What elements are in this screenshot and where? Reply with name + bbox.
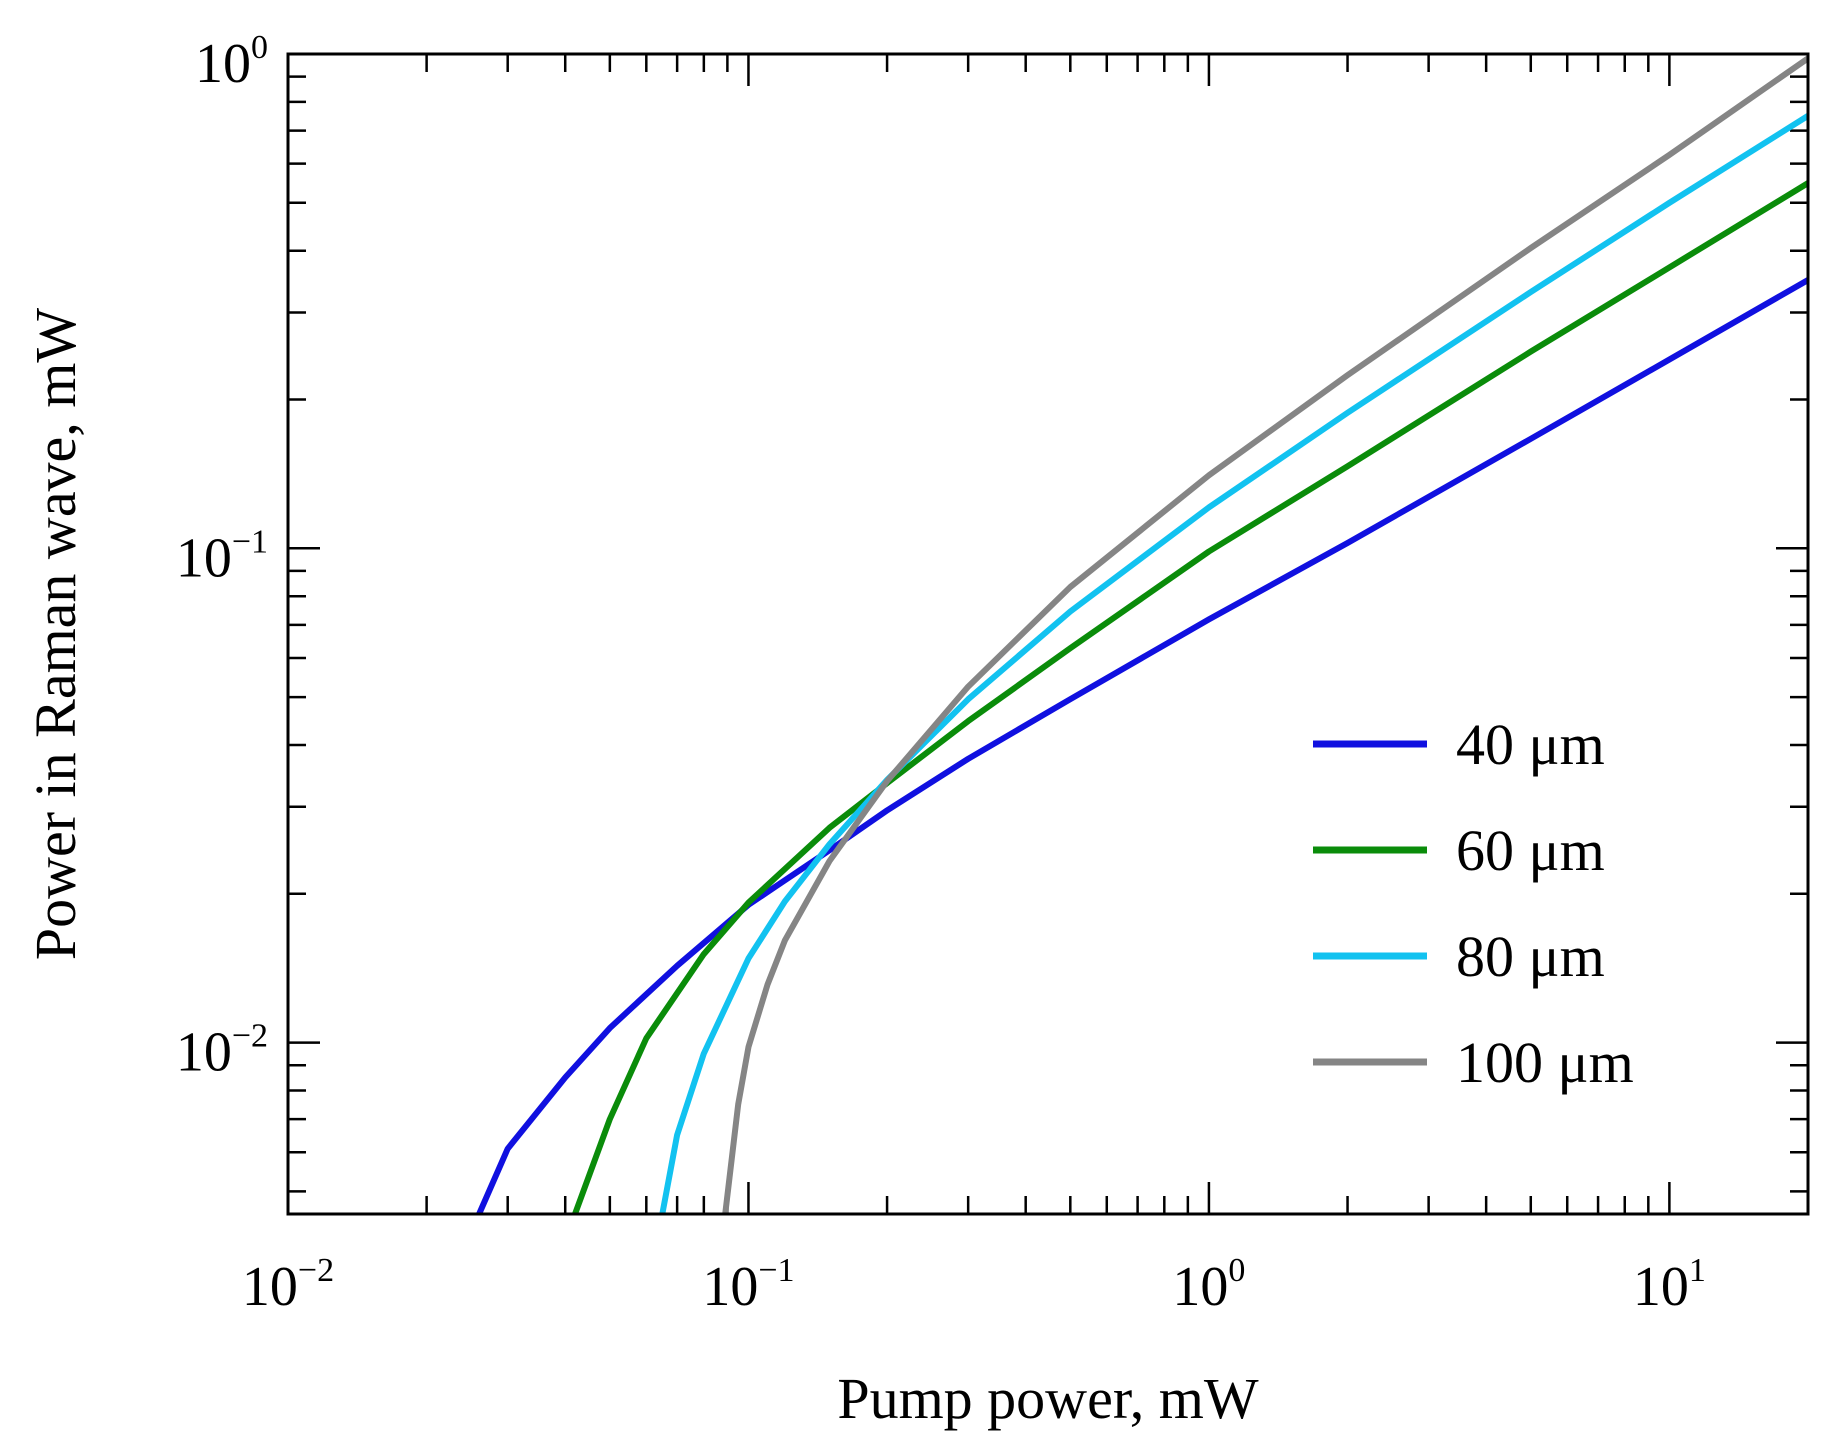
y-tick-label: 100: [195, 29, 268, 95]
series-line: [659, 113, 1808, 1214]
x-tick-label: 10−2: [242, 1252, 334, 1318]
series-line: [476, 277, 1808, 1214]
legend-label: 60 μm: [1456, 818, 1605, 883]
x-tick-label: 100: [1172, 1252, 1245, 1318]
y-tick-label: 10−2: [176, 1018, 268, 1084]
plot-frame: [286, 52, 1810, 1216]
series-lines: [476, 55, 1808, 1214]
series-line: [572, 180, 1808, 1214]
series-line: [722, 55, 1808, 1214]
y-tick-label: 10−1: [176, 523, 268, 589]
legend-label: 80 μm: [1456, 924, 1605, 989]
y-axis-label: Power in Raman wave, mW: [23, 308, 88, 961]
x-tick-label: 101: [1633, 1252, 1706, 1318]
x-tick-label: 10−1: [702, 1252, 794, 1318]
legend-label: 40 μm: [1456, 712, 1605, 777]
legend: 40 μm 60 μm 80 μm 100 μm: [1313, 712, 1634, 1095]
legend-label: 100 μm: [1456, 1030, 1634, 1095]
x-axis-label: Pump power, mW: [837, 1366, 1259, 1431]
tick-labels: 10−2 10−1 100 101 10−2 10−1 100: [176, 29, 1706, 1318]
